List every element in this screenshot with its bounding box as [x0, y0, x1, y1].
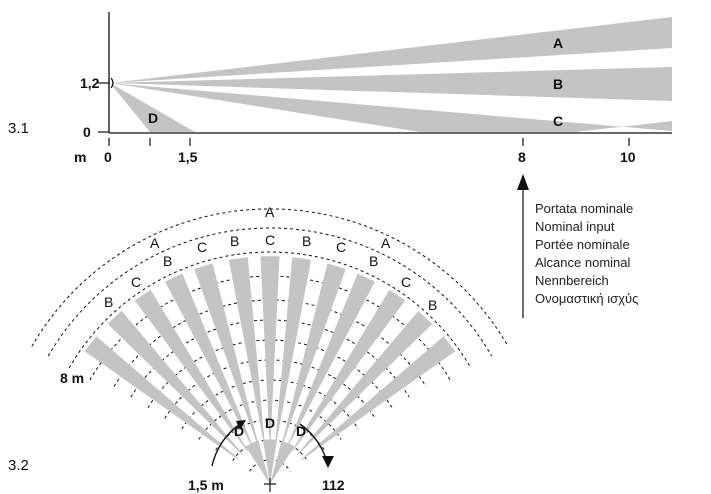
- angle-arrow-left: [236, 420, 246, 430]
- beam-d: [110, 83, 195, 132]
- sensor-icon: [108, 77, 114, 89]
- zone-c-4: C: [131, 274, 141, 290]
- legend-line-it: Portata nominale: [535, 201, 633, 216]
- legend-line-es: Alcance nominal: [535, 255, 630, 270]
- beam-label-d: D: [148, 110, 158, 126]
- nominal-range-arrow-head: [517, 174, 529, 190]
- zone-a-left: A: [150, 235, 160, 251]
- zone-b-3: B: [163, 253, 172, 269]
- detection-finger: [301, 336, 456, 460]
- x-tick-label-10: 10: [620, 149, 636, 165]
- side-view-figure: 3.1 1,2 0 m 0 1,5 8 10 A B C D: [8, 12, 672, 165]
- angle-arc-left: [211, 423, 241, 467]
- detection-finger: [281, 263, 346, 446]
- beam-label-c: C: [553, 113, 563, 129]
- zone-c-5: C: [401, 274, 411, 290]
- zone-b-4: B: [369, 253, 378, 269]
- angle-arrow-right: [322, 456, 334, 468]
- legend-line-de: Nennbereich: [535, 273, 609, 288]
- detection-finger: [292, 289, 406, 452]
- zone-b-1: B: [230, 233, 239, 249]
- detection-finger: [84, 336, 239, 460]
- zone-a-right: A: [381, 235, 391, 251]
- x-unit-label: m: [74, 149, 86, 165]
- short-range-finger: [245, 440, 270, 484]
- zone-c-2: C: [197, 239, 207, 255]
- zone-d-left: D: [234, 423, 244, 439]
- figure-label-3-1: 3.1: [8, 120, 29, 137]
- beam-label-a: A: [553, 35, 563, 51]
- detection-finger: [296, 310, 433, 456]
- nominal-range-callout: Portata nominale Nominal input Portée no…: [517, 174, 638, 318]
- detection-fingers: [84, 256, 456, 484]
- beam-b: [110, 67, 672, 101]
- zone-b-2: B: [302, 233, 311, 249]
- beam-label-b: B: [553, 76, 563, 92]
- outer-range-label: 8 m: [60, 370, 84, 386]
- detection-finger: [228, 257, 265, 445]
- x-tick-label-1-5: 1,5: [178, 149, 198, 165]
- zone-a-top: A: [265, 204, 275, 220]
- x-tick-label-8: 8: [518, 149, 526, 165]
- beam-a: [110, 17, 672, 83]
- range-arc: [68, 251, 472, 369]
- y-tick-label-0: 0: [83, 124, 91, 140]
- coverage-angle-label: 112: [322, 477, 345, 493]
- detection-finger: [134, 289, 248, 452]
- zone-c-1: C: [265, 232, 275, 248]
- legend-line-el: Ονομαστική ισχύς: [535, 291, 638, 306]
- range-arc: [31, 208, 509, 347]
- range-arc: [47, 227, 493, 357]
- figure-label-3-2: 3.2: [8, 457, 29, 474]
- short-range-finger: [262, 439, 278, 484]
- detection-finger: [260, 256, 280, 445]
- zone-b-5: B: [104, 294, 113, 310]
- detection-finger: [194, 263, 259, 446]
- detection-finger: [286, 273, 375, 448]
- detection-finger: [107, 310, 244, 456]
- top-view-figure: 3.2 1,5 m 112 8 m A A A B B B B B B C C …: [8, 204, 509, 493]
- short-range-finger: [270, 440, 295, 484]
- x-tick-label-0: 0: [104, 149, 112, 165]
- inner-range-label: 1,5 m: [188, 477, 224, 493]
- zone-d-center: D: [265, 415, 275, 431]
- zone-b-6: B: [428, 297, 437, 313]
- legend-line-fr: Portée nominale: [535, 237, 630, 252]
- y-tick-label-1-2: 1,2: [80, 75, 100, 91]
- zone-d-right: D: [296, 423, 306, 439]
- zone-c-3: C: [336, 239, 346, 255]
- beam-c: [110, 83, 672, 132]
- detection-finger: [275, 257, 312, 445]
- detection-finger: [165, 273, 254, 448]
- legend-line-en: Nominal input: [535, 219, 615, 234]
